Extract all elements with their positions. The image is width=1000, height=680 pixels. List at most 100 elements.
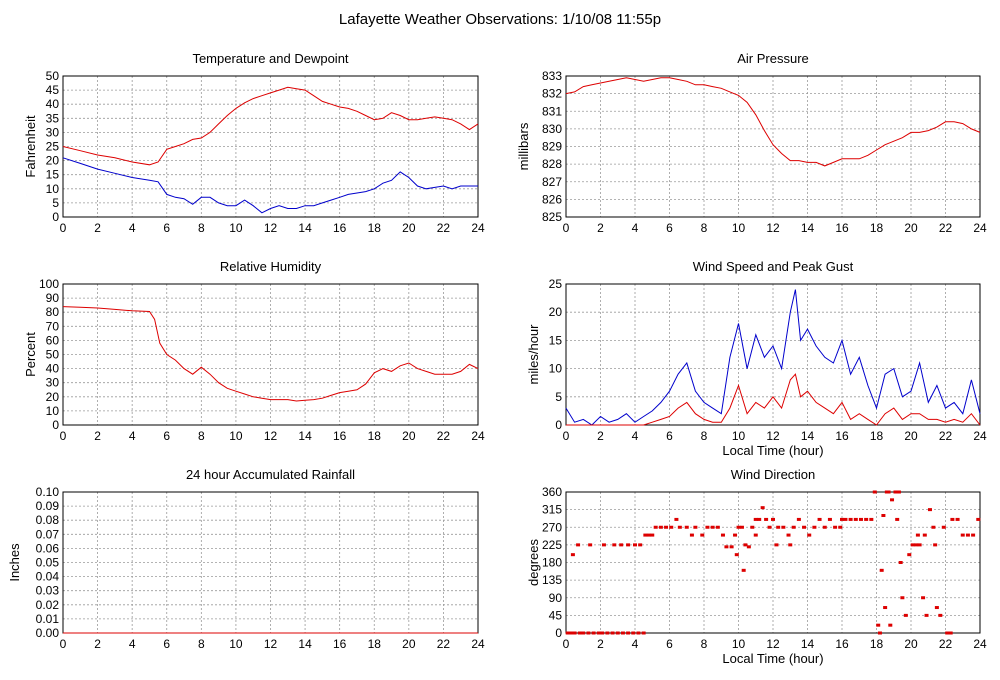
direction-point [840, 517, 844, 521]
direction-point [976, 517, 981, 521]
pressure-xtick-label: 22 [939, 221, 953, 235]
humidity-ytick-label: 0 [52, 418, 59, 432]
pressure-xtick-label: 6 [666, 221, 673, 235]
direction-xtick-label: 6 [666, 637, 673, 651]
direction-point [734, 553, 739, 557]
temp-ytick-label: 10 [46, 182, 60, 196]
direction-xtick-label: 14 [801, 637, 815, 651]
direction-point [636, 631, 641, 635]
direction-point [750, 525, 755, 529]
direction-point [650, 533, 655, 537]
rain-xtick-label: 20 [402, 637, 416, 651]
direction-point [890, 498, 895, 502]
direction-point [802, 525, 807, 529]
direction-point [881, 514, 886, 517]
direction-point [674, 517, 679, 521]
direction-point [677, 525, 682, 529]
humidity-series-line-0 [62, 306, 479, 402]
temp-ytick-label: 5 [52, 196, 59, 210]
wind-xtick-label: 22 [939, 429, 953, 443]
wind-xtick-label: 4 [632, 429, 639, 443]
direction-point [760, 506, 765, 510]
direction-point [907, 553, 912, 557]
pressure-ytick-label: 830 [542, 122, 562, 136]
humidity-xtick-label: 16 [333, 429, 347, 443]
wind-plot-frame [565, 283, 981, 426]
direction-point [626, 631, 631, 635]
wind-xtick-label: 8 [701, 429, 708, 443]
direction-point [729, 545, 734, 549]
direction-point [619, 543, 624, 547]
temp-title: Temperature and Dewpoint [192, 51, 348, 66]
direction-point [838, 525, 843, 529]
direction-point [921, 596, 926, 600]
wind-xtick-label: 12 [766, 429, 780, 443]
pressure-xtick-label: 14 [801, 221, 815, 235]
rain-ytick-label: 0.07 [36, 527, 60, 541]
rain-xtick-label: 18 [368, 637, 382, 651]
direction-point [724, 545, 729, 549]
direction-point [658, 525, 663, 529]
pressure-xtick-label: 24 [973, 221, 987, 235]
wind-xtick-label: 14 [801, 429, 815, 443]
rain-ytick-label: 0.02 [36, 598, 60, 612]
humidity-ylabel: Percent [23, 332, 38, 377]
rain-ytick-label: 0.06 [36, 541, 60, 555]
direction-point [631, 631, 636, 635]
direction-xtick-label: 8 [701, 637, 708, 651]
direction-point [869, 517, 874, 521]
direction-ytick-label: 315 [542, 503, 562, 517]
direction-point [864, 517, 869, 521]
wind-ytick-label: 0 [555, 418, 562, 432]
rain-ytick-label: 0.05 [36, 556, 60, 570]
rain-ytick-label: 0.09 [36, 499, 60, 513]
direction-xtick-label: 2 [597, 637, 604, 651]
temp-xtick-label: 20 [402, 221, 416, 235]
rain-ytick-label: 0.03 [36, 584, 60, 598]
pressure-xtick-label: 8 [701, 221, 708, 235]
humidity-ytick-label: 20 [46, 390, 60, 404]
direction-point [971, 533, 976, 537]
pressure-ytick-label: 829 [542, 140, 562, 154]
direction-point [605, 631, 610, 635]
direction-point [933, 543, 938, 547]
humidity-ytick-label: 30 [46, 376, 60, 390]
rain-ytick-label: 0.10 [36, 485, 60, 499]
wind-ytick-label: 25 [549, 277, 563, 291]
direction-point [893, 490, 898, 494]
direction-point [638, 543, 643, 547]
direction-point [807, 533, 812, 537]
temp-ytick-label: 20 [46, 154, 60, 168]
direction-point [774, 543, 779, 547]
pressure-ytick-label: 826 [542, 192, 562, 206]
temp-series-line-0 [62, 86, 479, 166]
direction-point [896, 490, 901, 494]
direction-xtick-label: 22 [939, 637, 953, 651]
temp-xtick-label: 6 [163, 221, 170, 235]
temp-chart: Temperature and Dewpoint0510152025303540… [23, 51, 485, 235]
humidity-plot-frame [62, 283, 479, 426]
direction-point [600, 631, 605, 635]
humidity-ytick-label: 80 [46, 305, 60, 319]
direction-ytick-label: 225 [542, 538, 562, 552]
direction-point [733, 533, 738, 537]
direction-title: Wind Direction [731, 467, 816, 482]
rain-xtick-label: 14 [298, 637, 312, 651]
direction-point [720, 533, 725, 537]
direction-point [757, 517, 762, 521]
direction-point [915, 533, 920, 537]
pressure-title: Air Pressure [737, 51, 809, 66]
wind-title: Wind Speed and Peak Gust [693, 259, 854, 274]
wind-xtick-label: 10 [732, 429, 746, 443]
humidity-chart: Relative Humidity01020304050607080901000… [23, 259, 485, 443]
direction-point [879, 568, 884, 572]
humidity-xtick-label: 14 [298, 429, 312, 443]
direction-point [633, 543, 637, 547]
direction-point [596, 631, 601, 635]
pressure-series-line-0 [565, 77, 981, 167]
temp-xtick-label: 18 [368, 221, 382, 235]
direction-xtick-label: 12 [766, 637, 780, 651]
pressure-chart: Air Pressure8258268278288298308318328330… [516, 51, 987, 235]
